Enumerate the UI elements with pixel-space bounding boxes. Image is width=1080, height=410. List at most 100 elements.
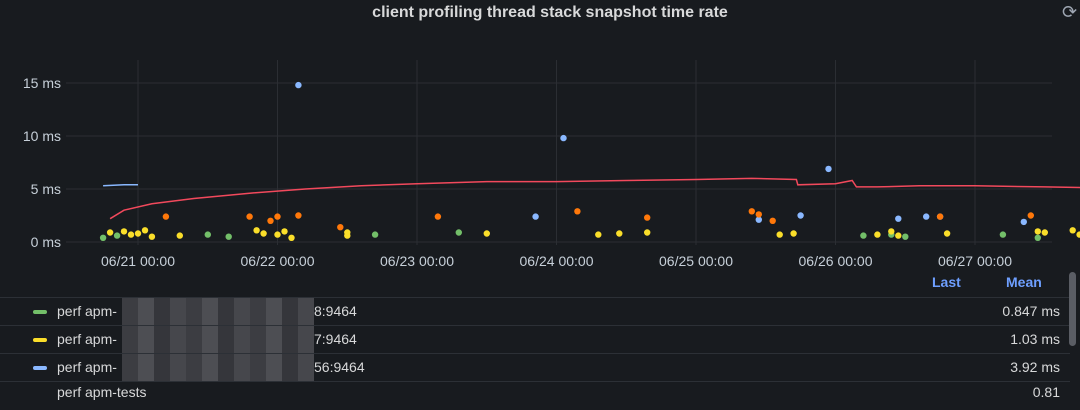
legend-row-orange[interactable]: perf apm-tests 0.81 xyxy=(0,381,1070,400)
data-point-orange xyxy=(434,213,442,220)
data-point-orange xyxy=(748,208,755,215)
data-point-yellow xyxy=(274,231,281,238)
data-point-orange xyxy=(337,224,344,231)
redacted-region xyxy=(122,354,314,381)
data-point-orange xyxy=(574,208,581,215)
data-point-yellow xyxy=(790,230,797,237)
y-tick-label: 10 ms xyxy=(23,128,61,144)
data-point-orange xyxy=(1027,212,1035,219)
legend-header-last[interactable]: Last xyxy=(932,274,961,290)
legend-series-suffix: 7:9464 xyxy=(314,331,357,347)
data-point-green xyxy=(371,231,379,238)
legend-series-suffix: 8:9464 xyxy=(314,303,357,319)
data-point-blue xyxy=(295,81,302,89)
data-point-green xyxy=(113,232,121,239)
data-point-yellow xyxy=(288,234,295,241)
data-point-blue xyxy=(560,134,567,142)
legend-series-suffix: 56:9464 xyxy=(314,359,365,375)
legend-series-prefix: perf apm- xyxy=(57,359,117,375)
legend-scrollbar[interactable] xyxy=(1069,272,1076,346)
data-point-yellow xyxy=(595,231,602,238)
x-tick-label: 06/21 00:00 xyxy=(101,253,175,269)
data-point-orange xyxy=(162,213,170,220)
data-point-green xyxy=(455,229,462,236)
data-point-blue xyxy=(923,213,930,220)
data-point-green xyxy=(902,233,909,240)
x-tick-label: 06/23 00:00 xyxy=(380,253,454,269)
data-point-yellow xyxy=(943,230,951,237)
redacted-region xyxy=(122,326,314,353)
x-tick-label: 06/24 00:00 xyxy=(520,253,594,269)
x-tick-label: 06/27 00:00 xyxy=(938,253,1012,269)
data-point-yellow xyxy=(148,233,156,240)
data-point-orange xyxy=(644,214,651,221)
legend-row-yellow[interactable]: perf apm- 7:9464 1.03 ms xyxy=(0,325,1070,353)
data-point-yellow xyxy=(483,230,490,237)
data-point-blue xyxy=(825,165,832,173)
legend-row-blue[interactable]: perf apm- 56:9464 3.92 ms xyxy=(0,353,1070,381)
data-point-orange xyxy=(246,213,253,220)
data-point-blue xyxy=(755,216,762,223)
data-point-yellow xyxy=(176,232,183,239)
data-point-yellow xyxy=(1041,229,1049,236)
data-point-orange xyxy=(769,217,776,224)
series-line-total xyxy=(109,177,1080,220)
legend-header-mean[interactable]: Mean xyxy=(1006,274,1042,290)
series-line-early xyxy=(103,184,138,187)
data-point-blue xyxy=(532,213,539,220)
panel-title[interactable]: client profiling thread stack snapshot t… xyxy=(372,4,728,21)
data-point-green xyxy=(225,233,232,240)
data-point-yellow xyxy=(253,227,260,234)
data-point-orange xyxy=(295,212,302,219)
data-point-yellow xyxy=(344,232,351,239)
series-color-swatch[interactable] xyxy=(33,310,47,314)
data-point-yellow xyxy=(888,228,895,235)
legend-mean-value: 1.03 ms xyxy=(1010,331,1060,347)
legend-series-prefix: perf apm- xyxy=(57,331,117,347)
legend-series-prefix: perf apm-tests xyxy=(57,384,147,400)
data-point-green xyxy=(99,234,107,241)
data-point-yellow xyxy=(106,229,114,236)
x-tick-label: 06/22 00:00 xyxy=(241,253,315,269)
data-point-yellow xyxy=(260,230,267,237)
data-point-blue xyxy=(895,215,902,222)
data-point-green xyxy=(204,231,211,238)
legend-row-green[interactable]: perf apm- 8:9464 0.847 ms xyxy=(0,297,1070,325)
data-point-yellow xyxy=(1069,227,1076,234)
data-point-green xyxy=(860,232,867,239)
data-point-yellow xyxy=(127,231,135,238)
data-point-orange xyxy=(267,217,274,224)
y-tick-label: 0 ms xyxy=(31,234,61,250)
time-series-chart[interactable]: 0 ms 5 ms 10 ms 15 ms 06/21 00:00 06/22 00:00… xyxy=(0,0,1080,275)
data-point-yellow xyxy=(281,228,288,235)
x-tick-label: 06/26 00:00 xyxy=(799,253,873,269)
data-point-yellow xyxy=(120,228,128,235)
data-point-blue xyxy=(1020,218,1027,226)
data-point-green xyxy=(1034,234,1042,241)
refresh-icon[interactable]: ⟳ xyxy=(1062,2,1078,22)
data-point-orange xyxy=(755,211,762,218)
data-point-yellow xyxy=(616,230,623,237)
data-point-yellow xyxy=(141,227,149,234)
data-point-orange xyxy=(274,213,281,220)
legend-series-prefix: perf apm- xyxy=(57,303,117,319)
y-tick-label: 15 ms xyxy=(23,75,61,91)
data-point-orange xyxy=(936,213,944,220)
data-point-yellow xyxy=(874,231,881,238)
data-point-yellow xyxy=(134,230,142,237)
data-point-yellow xyxy=(895,232,902,239)
x-tick-label: 06/25 00:00 xyxy=(659,253,733,269)
data-point-green xyxy=(999,231,1007,238)
data-point-yellow xyxy=(644,229,651,236)
series-color-swatch[interactable] xyxy=(33,366,47,370)
legend-mean-value: 0.81 xyxy=(1032,384,1060,400)
series-color-swatch[interactable] xyxy=(33,338,47,342)
data-point-yellow xyxy=(1034,228,1042,235)
data-point-blue xyxy=(797,212,804,219)
data-point-yellow xyxy=(776,231,783,238)
legend-mean-value: 3.92 ms xyxy=(1010,359,1060,375)
redacted-region xyxy=(122,298,314,325)
data-point-yellow xyxy=(1076,231,1080,238)
legend-mean-value: 0.847 ms xyxy=(1002,303,1060,319)
y-tick-label: 5 ms xyxy=(31,181,61,197)
